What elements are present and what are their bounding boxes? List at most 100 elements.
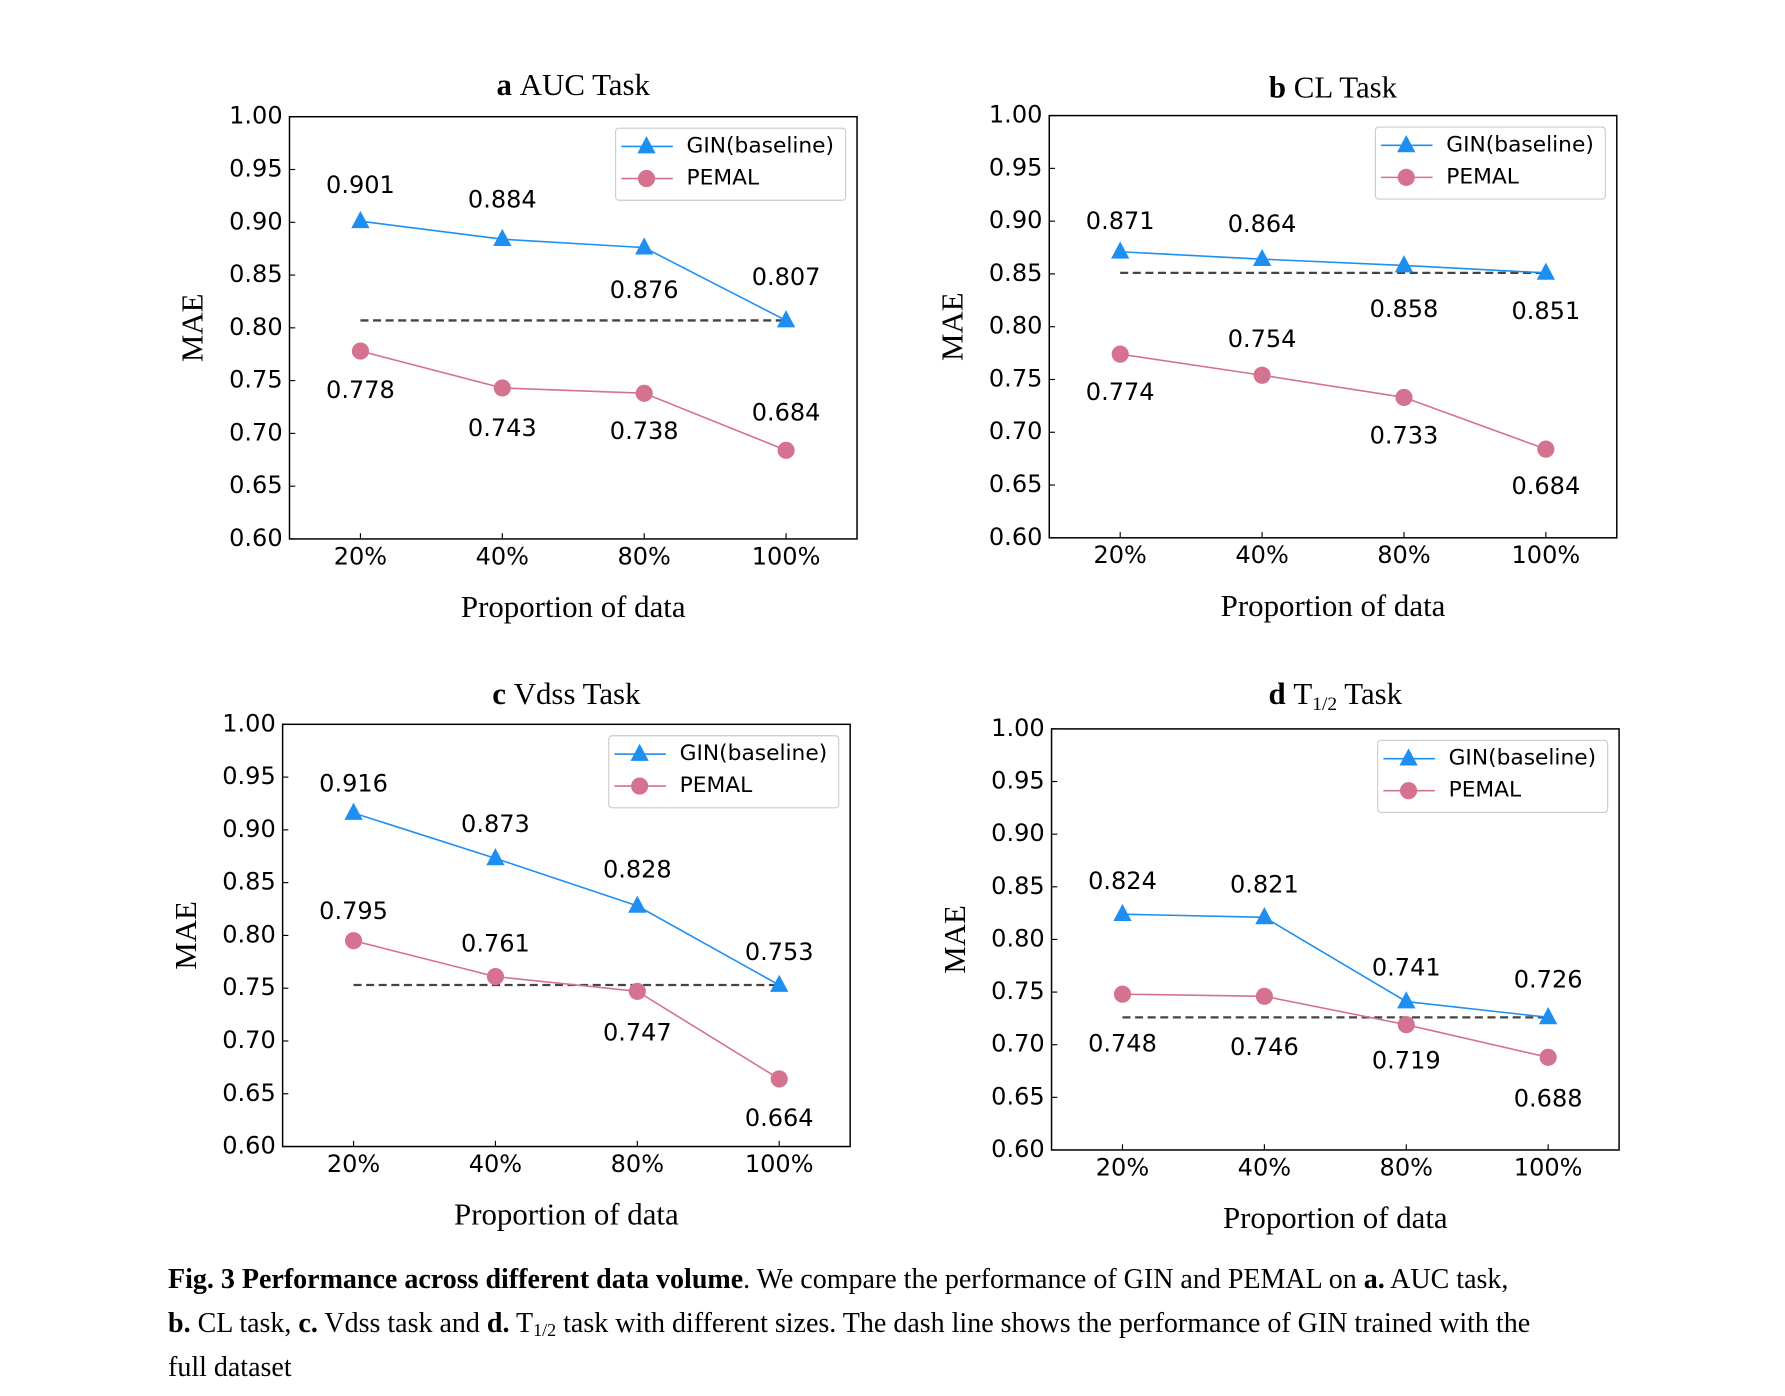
data-label: 0.746 [1230, 1033, 1299, 1061]
title-text: Vdss Task [514, 676, 641, 711]
data-label: 0.743 [468, 414, 537, 442]
y-tick-label: 0.95 [991, 767, 1044, 795]
legend-circle-marker [1397, 168, 1415, 186]
series-pemal: 0.778 0.743 0.738 0.684 [326, 342, 820, 459]
data-point-circle [1537, 440, 1555, 458]
y-tick-label: 0.65 [222, 1079, 275, 1107]
y-tick-label: 0.90 [991, 819, 1044, 847]
data-point-circle [344, 932, 363, 950]
data-point-circle [1255, 987, 1273, 1005]
title-subscript: 1/2 [1312, 694, 1337, 715]
x-tick-label: 80% [1377, 541, 1430, 569]
data-point-circle [1395, 388, 1413, 407]
caption-text: task with different sizes. The dash line… [556, 1308, 1531, 1339]
data-point-triangle [344, 802, 363, 820]
y-tick-label: 0.70 [222, 1026, 275, 1054]
series-pemal: 0.774 0.754 0.733 0.684 [1086, 325, 1580, 500]
chart-panel-d: d T1/2 Task 0.60 0.65 0.70 0.75 0.80 0.85 0.90 0… [937, 676, 1620, 1235]
data-point-triangle [1538, 1007, 1558, 1025]
y-tick-label: 0.90 [229, 207, 282, 235]
x-tick-label: 80% [611, 1150, 664, 1178]
data-point-triangle [493, 228, 512, 247]
legend-label: GIN(baseline) [1449, 746, 1597, 771]
y-tick-label: 0.75 [222, 973, 275, 1001]
data-point-circle [1397, 1016, 1415, 1034]
series-gin-baseline: 0.824 0.821 0.741 0.726 [1088, 867, 1583, 1025]
legend-box [608, 735, 840, 809]
data-point-triangle [1394, 255, 1414, 273]
y-tick-label: 0.95 [229, 155, 282, 183]
y-tick-label: 0.65 [989, 470, 1042, 498]
data-label: 0.726 [1514, 966, 1583, 994]
series-line [1120, 353, 1547, 450]
data-point-circle [635, 384, 653, 402]
data-label: 0.901 [326, 171, 395, 199]
series-gin-baseline: 0.871 0.864 0.858 0.851 [1086, 207, 1580, 325]
y-tick-label: 0.95 [222, 762, 275, 790]
y-tick-label: 0.65 [991, 1082, 1044, 1110]
legend-label: PEMAL [1446, 164, 1519, 189]
series-line [1120, 250, 1546, 274]
data-point-triangle [770, 974, 789, 992]
chart-title: c Vdss Task [492, 676, 641, 711]
y-tick-label: 1.00 [222, 709, 275, 737]
data-point-triangle [486, 848, 505, 866]
caption-subscript: 1/2 [533, 1320, 557, 1340]
y-tick-label: 0.85 [229, 260, 282, 288]
legend: GIN(baseline) PEMAL [608, 735, 840, 809]
chart-panel-c: c Vdss Task 0.60 0.65 0.70 0.75 0.80 0.85 0.90 0… [168, 676, 851, 1232]
data-point-circle [628, 982, 646, 1000]
data-label: 0.741 [1372, 953, 1441, 981]
panel-letter: a [497, 67, 520, 102]
y-tick-label: 0.60 [222, 1132, 275, 1160]
legend-label: PEMAL [687, 166, 760, 191]
data-point-circle [351, 342, 370, 360]
caption-bold: d. [486, 1308, 510, 1339]
data-point-triangle [1111, 241, 1130, 259]
y-axis-label: MAE [168, 901, 203, 970]
panel-letter: d [1268, 676, 1293, 711]
data-point-triangle [776, 310, 796, 328]
data-point-circle [1539, 1048, 1557, 1066]
title-text: T [1293, 676, 1312, 711]
legend: GIN(baseline) PEMAL [615, 127, 847, 201]
x-tick-label: 100% [752, 542, 821, 570]
legend-triangle-marker [630, 743, 649, 761]
data-label: 0.821 [1230, 870, 1299, 898]
panel-letter: b [1269, 70, 1294, 105]
x-tick-label: 40% [1235, 541, 1288, 569]
data-label: 0.754 [1228, 325, 1297, 353]
caption-text: full dataset [168, 1352, 292, 1383]
data-label: 0.851 [1511, 297, 1580, 325]
chart-title: b CL Task [1269, 70, 1398, 105]
y-tick-label: 0.60 [229, 524, 282, 552]
y-tick-label: 1.00 [989, 101, 1042, 129]
data-label: 0.748 [1088, 1030, 1157, 1058]
caption-line-2: b. CL task, c. Vdss task and d. T1/2 tas… [168, 1302, 1768, 1346]
legend-label: GIN(baseline) [1446, 132, 1594, 157]
series-line [1122, 913, 1549, 1019]
data-point-triangle [1397, 991, 1416, 1009]
data-label: 0.688 [1514, 1085, 1583, 1113]
series-line [360, 220, 787, 322]
legend-box [1374, 126, 1606, 200]
data-label: 0.761 [461, 930, 530, 958]
caption-text: Vdss task and [317, 1308, 487, 1339]
y-tick-label: 0.65 [229, 471, 282, 499]
legend-circle-marker [631, 777, 649, 795]
data-label: 0.807 [752, 263, 821, 291]
y-tick-label: 1.00 [991, 714, 1044, 742]
legend-label: GIN(baseline) [687, 133, 835, 158]
data-label: 0.858 [1370, 295, 1439, 323]
data-point-circle [777, 441, 795, 459]
legend: GIN(baseline) PEMAL [1374, 126, 1606, 200]
x-tick-label: 40% [469, 1150, 522, 1178]
series-pemal: 0.795 0.761 0.747 0.664 [319, 897, 813, 1132]
caption-bold: Fig. 3 Performance across different data… [168, 1264, 744, 1295]
caption-text: CL task, [190, 1308, 299, 1339]
title-suffix: Task [1337, 676, 1403, 711]
legend-label: PEMAL [680, 773, 753, 798]
legend-box [615, 127, 847, 201]
data-label: 0.884 [468, 185, 537, 213]
